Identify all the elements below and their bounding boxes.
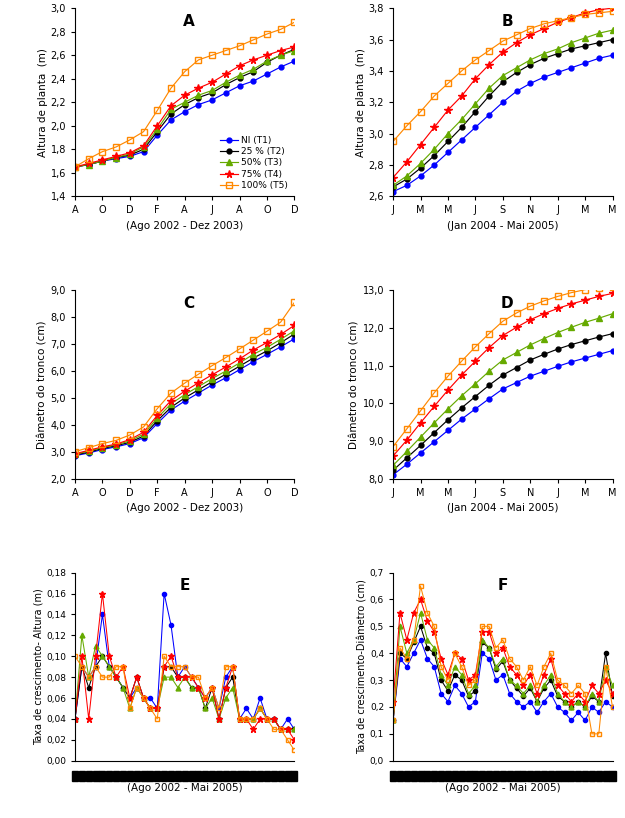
Bar	[189, 771, 194, 781]
Bar	[209, 771, 215, 781]
Y-axis label: Diâmetro do tronco (cm): Diâmetro do tronco (cm)	[38, 320, 48, 449]
Legend: NI (T1), 25 % (T2), 50% (T3), 75% (T4), 100% (T5): NI (T1), 25 % (T2), 50% (T3), 75% (T4), …	[217, 134, 290, 191]
Bar	[86, 771, 92, 781]
Bar	[466, 771, 471, 781]
Bar	[568, 771, 574, 781]
Bar	[541, 771, 547, 781]
Bar	[154, 771, 160, 781]
Bar	[459, 771, 465, 781]
Bar	[113, 771, 119, 781]
Text: B: B	[501, 14, 513, 29]
Bar	[411, 771, 417, 781]
Bar	[250, 771, 256, 781]
Text: F: F	[498, 578, 508, 593]
Bar	[390, 771, 396, 781]
X-axis label: (Jan 2004 - Mai 2005): (Jan 2004 - Mai 2005)	[447, 221, 559, 231]
Bar	[561, 771, 568, 781]
Bar	[472, 771, 478, 781]
Bar	[168, 771, 174, 781]
Bar	[548, 771, 554, 781]
Bar	[404, 771, 410, 781]
Bar	[72, 771, 78, 781]
Bar	[291, 771, 297, 781]
Bar	[134, 771, 140, 781]
Bar	[175, 771, 181, 781]
Bar	[216, 771, 222, 781]
Bar	[397, 771, 403, 781]
Bar	[582, 771, 588, 781]
Y-axis label: Altura de planta  (m): Altura de planta (m)	[38, 47, 48, 157]
Bar	[452, 771, 458, 781]
Bar	[99, 771, 106, 781]
Text: C: C	[184, 296, 194, 311]
Bar	[575, 771, 581, 781]
Bar	[479, 771, 485, 781]
X-axis label: (Jan 2004 - Mai 2005): (Jan 2004 - Mai 2005)	[447, 503, 559, 513]
Text: E: E	[179, 578, 190, 593]
Bar	[278, 771, 284, 781]
Bar	[161, 771, 167, 781]
Bar	[438, 771, 444, 781]
Text: (Ago 2002 - Mai 2005): (Ago 2002 - Mai 2005)	[445, 784, 561, 793]
Bar	[264, 771, 270, 781]
Text: D: D	[501, 296, 514, 311]
Bar	[589, 771, 595, 781]
Bar	[514, 771, 519, 781]
Bar	[127, 771, 133, 781]
Bar	[229, 771, 236, 781]
Bar	[507, 771, 512, 781]
Bar	[284, 771, 291, 781]
Bar	[106, 771, 112, 781]
Y-axis label: Altura de planta  (m): Altura de planta (m)	[356, 47, 366, 157]
Bar	[528, 771, 533, 781]
Bar	[79, 771, 85, 781]
Bar	[257, 771, 263, 781]
Bar	[148, 771, 153, 781]
Bar	[602, 771, 609, 781]
X-axis label: (Ago 2002 - Dez 2003): (Ago 2002 - Dez 2003)	[126, 503, 243, 513]
Text: A: A	[183, 14, 195, 29]
Bar	[222, 771, 229, 781]
Y-axis label: Taxa de crescimento-Diâmetro (cm): Taxa de crescimento-Diâmetro (cm)	[357, 579, 367, 754]
Bar	[418, 771, 424, 781]
Bar	[500, 771, 506, 781]
Bar	[521, 771, 526, 781]
Bar	[596, 771, 602, 781]
Bar	[92, 771, 99, 781]
Bar	[431, 771, 437, 781]
Bar	[424, 771, 431, 781]
Bar	[141, 771, 147, 781]
Bar	[196, 771, 201, 781]
Bar	[534, 771, 540, 781]
Bar	[182, 771, 188, 781]
Bar	[202, 771, 208, 781]
Bar	[609, 771, 616, 781]
Bar	[493, 771, 499, 781]
Bar	[120, 771, 126, 781]
X-axis label: (Ago 2002 - Dez 2003): (Ago 2002 - Dez 2003)	[126, 221, 243, 231]
Bar	[243, 771, 249, 781]
Bar	[236, 771, 242, 781]
Bar	[271, 771, 277, 781]
Text: (Ago 2002 - Mai 2005): (Ago 2002 - Mai 2005)	[127, 784, 242, 793]
Bar	[554, 771, 561, 781]
Y-axis label: Taxa de crescimento- Altura (m): Taxa de crescimento- Altura (m)	[33, 588, 43, 745]
Y-axis label: Diâmetro do tronco (cm): Diâmetro do tronco (cm)	[349, 320, 359, 449]
Bar	[445, 771, 451, 781]
Bar	[486, 771, 492, 781]
